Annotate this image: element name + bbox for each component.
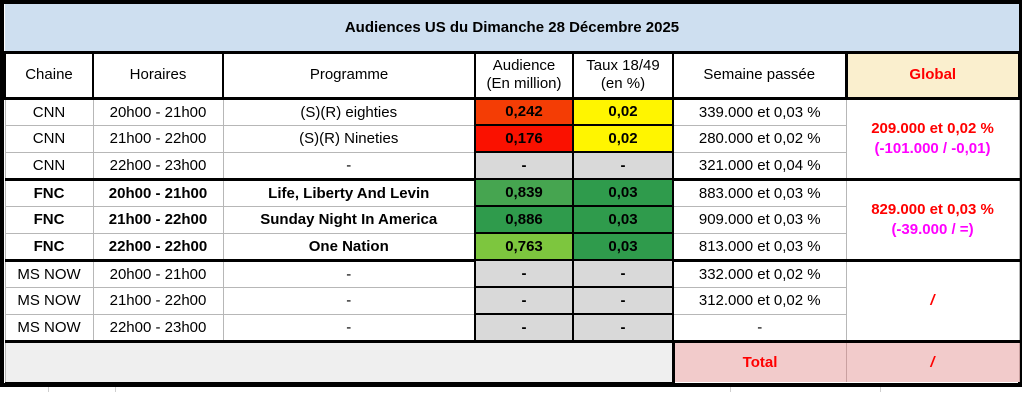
cell-semaine: 312.000 et 0,02 % bbox=[672, 286, 847, 315]
cell-semaine: 339.000 et 0,03 % bbox=[672, 96, 847, 126]
cell-semaine: 332.000 et 0,02 % bbox=[672, 258, 847, 288]
cell-programme: - bbox=[222, 151, 476, 180]
cell-semaine: 909.000 et 0,03 % bbox=[672, 205, 847, 234]
header-programme: Programme bbox=[222, 51, 476, 100]
cell-chaine: FNC bbox=[4, 232, 94, 261]
cell-horaires: 20h00 - 21h00 bbox=[92, 258, 224, 288]
cell-chaine: FNC bbox=[4, 177, 94, 207]
cell-audience: - bbox=[474, 313, 574, 342]
cell-programme: (S)(R) eighties bbox=[222, 96, 476, 126]
cell-audience: 0,763 bbox=[474, 232, 574, 261]
cell-audience: 0,886 bbox=[474, 205, 574, 234]
cell-horaires: 21h00 - 22h00 bbox=[92, 286, 224, 315]
cell-taux: - bbox=[572, 286, 674, 315]
gridline-stub bbox=[48, 386, 49, 392]
header-row: Chaine Horaires Programme Audience (En m… bbox=[4, 51, 1021, 100]
global-delta: (-39.000 / =) bbox=[891, 220, 974, 238]
cell-programme: One Nation bbox=[222, 232, 476, 261]
header-taux-line2: (en %) bbox=[600, 75, 646, 92]
cell-chaine: MS NOW bbox=[4, 313, 94, 342]
cell-horaires: 21h00 - 22h00 bbox=[92, 124, 224, 153]
table-row-msnow-2: MS NOW 21h00 - 22h00 - - - 312.000 et 0,… bbox=[4, 286, 1019, 315]
title-row: Audiences US du Dimanche 28 Décembre 202… bbox=[5, 4, 1020, 54]
cell-programme: Sunday Night In America bbox=[222, 205, 476, 234]
cell-horaires: 20h00 - 21h00 bbox=[92, 96, 224, 126]
header-audience: Audience (En million) bbox=[474, 51, 574, 100]
gridline-stub bbox=[880, 386, 881, 392]
table-row-fnc-2: FNC 21h00 - 22h00 Sunday Night In Americ… bbox=[4, 205, 1019, 234]
header-global: Global bbox=[844, 51, 1021, 100]
cell-audience: - bbox=[474, 151, 574, 180]
global-cell-fnc: 829.000 et 0,03 % (-39.000 / =) bbox=[845, 177, 1020, 261]
cell-taux: - bbox=[572, 259, 674, 288]
total-value-cell: / bbox=[845, 339, 1020, 382]
cell-audience: 0,839 bbox=[474, 178, 574, 207]
cell-horaires: 22h00 - 23h00 bbox=[92, 151, 224, 180]
cell-horaires: 20h00 - 21h00 bbox=[92, 177, 224, 207]
cell-semaine: 280.000 et 0,02 % bbox=[672, 124, 847, 153]
total-row: Total / bbox=[4, 339, 1020, 383]
global-delta: (-101.000 / -0,01) bbox=[874, 139, 991, 157]
cell-audience: - bbox=[474, 259, 574, 288]
header-chaine: Chaine bbox=[4, 51, 94, 100]
cell-taux: 0,03 bbox=[572, 178, 674, 207]
cell-taux: 0,02 bbox=[572, 97, 674, 126]
header-horaires: Horaires bbox=[92, 51, 224, 100]
cell-chaine: FNC bbox=[4, 205, 94, 234]
global-current: 209.000 et 0,02 % bbox=[871, 119, 994, 137]
cell-taux: 0,03 bbox=[572, 205, 674, 234]
gridline-stub bbox=[730, 386, 731, 392]
global-cell-cnn: 209.000 et 0,02 % (-101.000 / -0,01) bbox=[845, 96, 1020, 180]
cell-taux: 0,03 bbox=[572, 232, 674, 261]
header-audience-line2: (En million) bbox=[486, 75, 562, 92]
audience-table: Audiences US du Dimanche 28 Décembre 202… bbox=[4, 4, 1021, 383]
cell-semaine: 883.000 et 0,03 % bbox=[672, 177, 847, 207]
table-row-fnc-1: FNC 20h00 - 21h00 Life, Liberty And Levi… bbox=[4, 177, 1020, 261]
cell-programme: (S)(R) Nineties bbox=[222, 124, 476, 153]
table-row-cnn-1: CNN 20h00 - 21h00 (S)(R) eighties 0,242 … bbox=[4, 96, 1020, 180]
page-title: Audiences US du Dimanche 28 Décembre 202… bbox=[5, 4, 1020, 54]
header-semaine: Semaine passée bbox=[672, 51, 847, 100]
total-empty-cell bbox=[4, 339, 675, 383]
cell-chaine: MS NOW bbox=[4, 258, 94, 288]
table-row-msnow-3: MS NOW 22h00 - 23h00 - - - - bbox=[4, 313, 1019, 342]
table-row-cnn-2: CNN 21h00 - 22h00 (S)(R) Nineties 0,176 … bbox=[4, 124, 1019, 153]
cell-chaine: MS NOW bbox=[4, 286, 94, 315]
cell-programme: - bbox=[222, 258, 476, 288]
cell-taux: - bbox=[572, 313, 674, 342]
cell-audience: 0,242 bbox=[474, 97, 574, 126]
cell-chaine: CNN bbox=[4, 151, 94, 180]
cell-semaine: - bbox=[672, 313, 847, 342]
cell-horaires: 21h00 - 22h00 bbox=[92, 205, 224, 234]
cell-programme: Life, Liberty And Levin bbox=[222, 177, 476, 207]
cell-chaine: CNN bbox=[4, 124, 94, 153]
global-cell-msnow: / bbox=[845, 258, 1020, 342]
header-taux-line1: Taux 18/49 bbox=[586, 57, 660, 74]
cell-audience: 0,176 bbox=[474, 124, 574, 153]
cell-programme: - bbox=[222, 313, 476, 342]
table-row-fnc-3: FNC 22h00 - 22h00 One Nation 0,763 0,03 … bbox=[4, 232, 1019, 261]
cell-taux: 0,02 bbox=[572, 124, 674, 153]
header-taux: Taux 18/49 (en %) bbox=[572, 51, 674, 100]
table-row-cnn-3: CNN 22h00 - 23h00 - - - 321.000 et 0,04 … bbox=[4, 151, 1019, 180]
gridline-stub bbox=[115, 386, 116, 392]
cell-semaine: 321.000 et 0,04 % bbox=[672, 151, 847, 180]
next-row-peek bbox=[0, 386, 1022, 392]
global-current: / bbox=[930, 291, 935, 309]
cell-horaires: 22h00 - 23h00 bbox=[92, 313, 224, 342]
cell-chaine: CNN bbox=[4, 96, 94, 126]
total-label-cell: Total bbox=[672, 339, 847, 382]
cell-programme: - bbox=[222, 286, 476, 315]
cell-audience: - bbox=[474, 286, 574, 315]
cell-semaine: 813.000 et 0,03 % bbox=[672, 232, 847, 261]
cell-taux: - bbox=[572, 151, 674, 180]
cell-horaires: 22h00 - 22h00 bbox=[92, 232, 224, 261]
table-row-msnow-1: MS NOW 20h00 - 21h00 - - - 332.000 et 0,… bbox=[4, 258, 1020, 342]
table-outer-border: Audiences US du Dimanche 28 Décembre 202… bbox=[0, 0, 1022, 387]
header-audience-line1: Audience bbox=[492, 57, 556, 74]
global-current: 829.000 et 0,03 % bbox=[871, 200, 994, 218]
